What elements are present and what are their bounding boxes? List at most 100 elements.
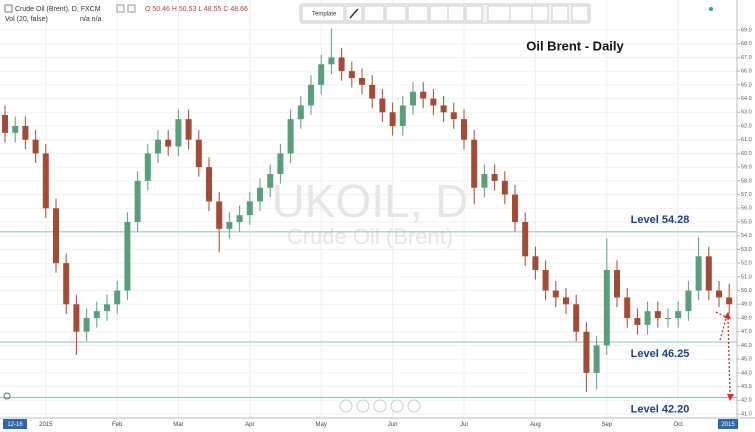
x-tick-label: Aug (530, 422, 541, 428)
candle-body (532, 256, 539, 270)
x-tick-label: Apr (245, 422, 254, 428)
y-tick-label: 46.0 (741, 343, 752, 349)
toolbar: Template (299, 3, 591, 24)
y-tick-label: 68.0 (741, 41, 752, 47)
ohlc-header: O 50.46 H 50.53 L 48.55 C 48.66 (145, 6, 248, 13)
scroll-right[interactable] (407, 399, 421, 413)
candle-body (614, 270, 620, 298)
scroll-handle[interactable] (3, 392, 11, 400)
candle-body (399, 105, 406, 126)
candle-body (430, 98, 437, 106)
candle-body (410, 91, 416, 106)
candle-body (32, 139, 39, 154)
candle-body (226, 222, 233, 229)
watermark-subtitle: Crude Oil (Brent) (287, 224, 453, 249)
cursor-label-box-right (718, 419, 738, 429)
candle-body (522, 222, 529, 257)
y-tick-label: 61.0 (741, 137, 752, 143)
y-tick-label: 43.0 (741, 384, 752, 390)
candle-body (83, 318, 90, 332)
y-tick-label: 41.0 (741, 411, 752, 417)
object-tree-button[interactable] (509, 5, 533, 22)
lock-button[interactable] (531, 5, 549, 22)
y-tick-label: 65.0 (741, 82, 752, 88)
candle-body (726, 297, 733, 305)
candle-body (644, 311, 651, 325)
candle-body (104, 304, 110, 312)
candle-body (53, 208, 59, 264)
y-tick-label: 52.0 (741, 261, 752, 267)
volume-values: n/a n/a (80, 16, 102, 23)
y-tick-label: 63.0 (741, 110, 752, 116)
arrow-down-shaft (727, 317, 731, 396)
x-tick-label: May (316, 422, 327, 428)
candle-body (675, 311, 682, 318)
cursor-label-left: 12-16 (7, 422, 23, 428)
candle-body (389, 112, 396, 126)
close-icon[interactable] (127, 4, 136, 13)
candle-body (369, 84, 376, 99)
y-tick-label: 47.0 (741, 329, 752, 335)
x-tick-label: Oct (674, 422, 684, 428)
y-tick-label: 57.0 (741, 192, 752, 198)
candle-body (716, 290, 722, 298)
candle-body (246, 201, 253, 216)
candle-body (624, 297, 631, 318)
line-style-1[interactable] (363, 5, 385, 22)
arrow-rise (719, 314, 728, 341)
settings-icon[interactable] (116, 4, 125, 13)
candle-body (379, 98, 386, 113)
candle-body (593, 345, 600, 373)
candle-body (42, 153, 49, 209)
y-tick-label: 51.0 (741, 274, 752, 280)
candle-body (420, 91, 427, 99)
y-tick-label: 69.0 (741, 27, 752, 33)
scroll-left[interactable] (339, 399, 353, 413)
line-style-2[interactable] (385, 5, 407, 22)
y-tick-label: 50.0 (741, 288, 752, 294)
candle-body (236, 215, 243, 222)
candle-body (308, 84, 314, 106)
line-style-4[interactable] (429, 5, 451, 22)
settings-button[interactable] (447, 5, 465, 22)
y-tick-label: 66.0 (741, 69, 752, 75)
collapse-icon[interactable] (4, 4, 13, 13)
template-button[interactable] (301, 5, 345, 22)
delete-button[interactable] (571, 5, 589, 22)
candle-body (552, 290, 559, 298)
zoom-in[interactable] (390, 399, 404, 413)
x-tick-label: Mar (173, 422, 183, 428)
cursor-label-right: 2015 (721, 422, 735, 428)
candle-body (165, 139, 172, 147)
candle-body (12, 126, 19, 133)
clone-button[interactable] (465, 5, 483, 22)
y-tick-label: 67.0 (741, 55, 752, 61)
reset[interactable] (373, 399, 387, 413)
candle-body (338, 57, 345, 72)
candle-body (2, 115, 8, 133)
chart-title: Oil Brent - Daily (526, 38, 624, 53)
x-tick-label: Sep (601, 422, 612, 428)
y-tick-label: 62.0 (741, 123, 752, 129)
visual-order-button[interactable] (487, 5, 511, 22)
hide-button[interactable] (551, 5, 569, 22)
y-tick-label: 58.0 (741, 178, 752, 184)
zoom-out[interactable] (356, 399, 370, 413)
y-tick-label: 49.0 (741, 302, 752, 308)
y-tick-label: 54.0 (741, 233, 752, 239)
pen-icon (349, 8, 359, 19)
candle-body (93, 311, 100, 318)
x-tick-label: Jul (460, 422, 468, 428)
candle-body (471, 139, 478, 188)
candle-body (491, 174, 498, 181)
y-tick-label: 44.0 (741, 370, 752, 376)
line-style-3[interactable] (407, 5, 429, 22)
candle-body (206, 167, 212, 202)
candle-body (440, 105, 447, 113)
candle-body (114, 290, 121, 305)
y-tick-label: 56.0 (741, 206, 752, 212)
template-text: Template (312, 12, 337, 18)
candle-body (461, 119, 467, 140)
plot: Level 54.28 Level 46.25 Level 42.20 (0, 28, 737, 415)
